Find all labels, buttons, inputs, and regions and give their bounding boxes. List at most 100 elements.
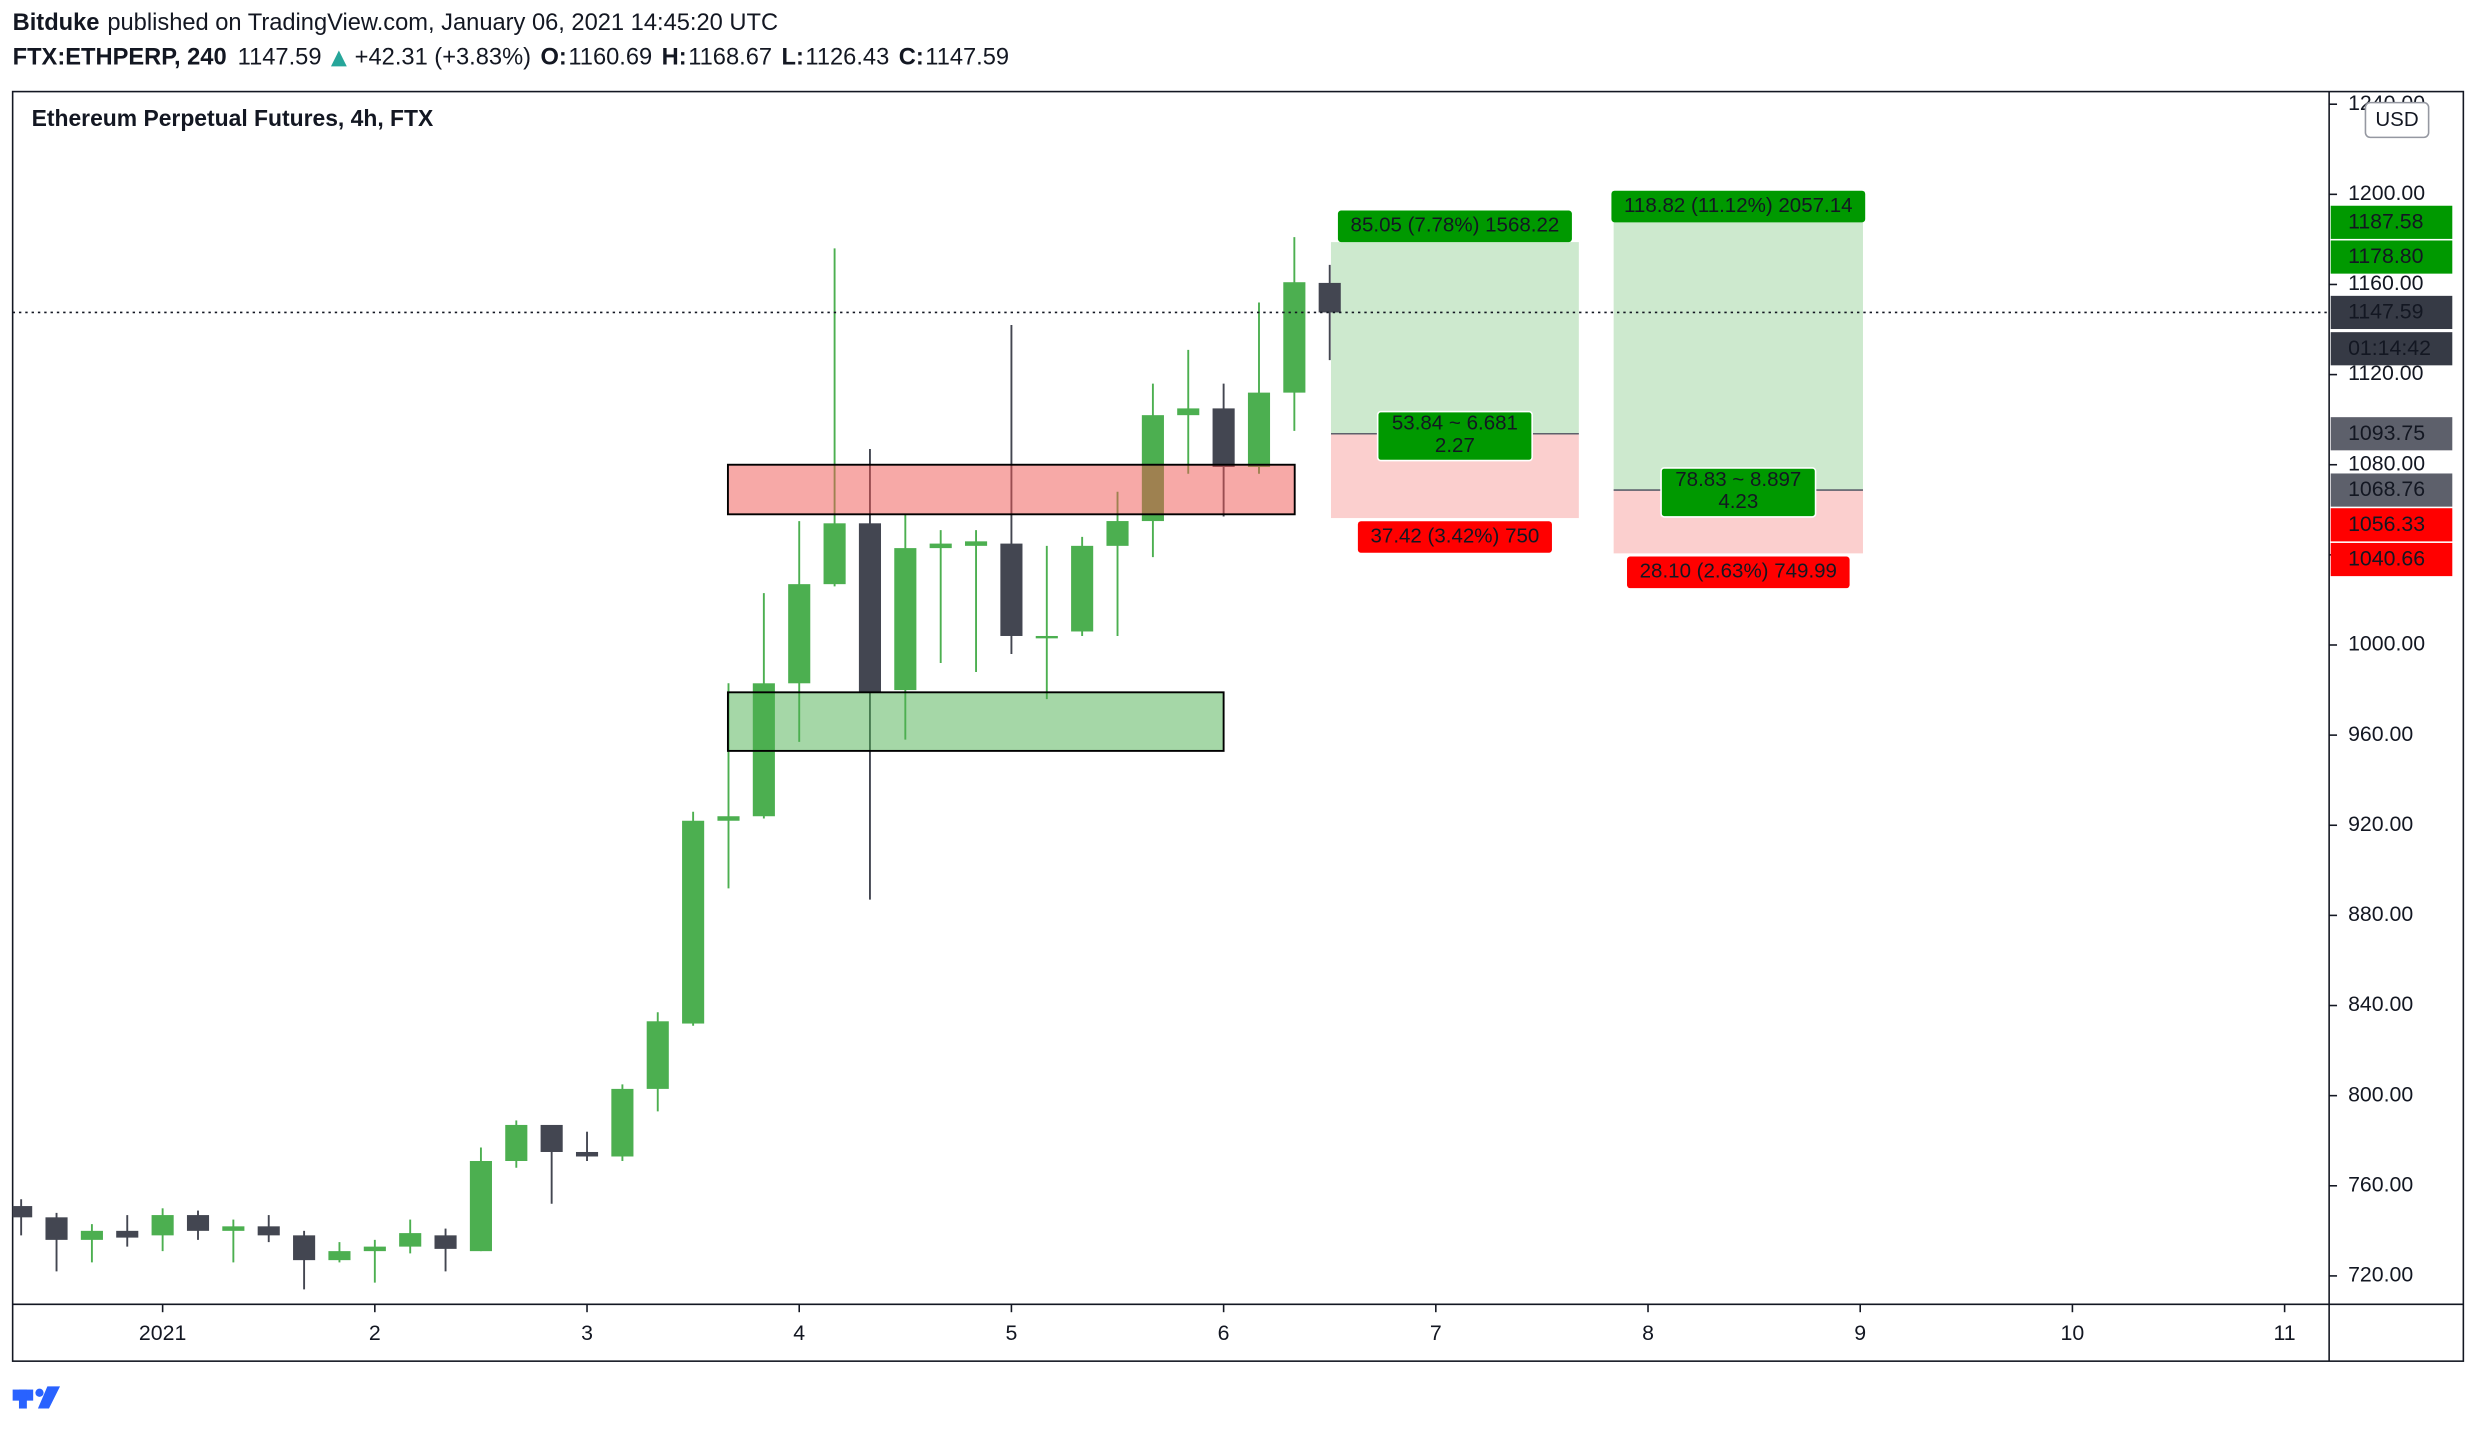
candle-body bbox=[399, 1233, 422, 1247]
header-text: published on TradingView.com, January 06… bbox=[107, 10, 778, 36]
x-tick-label: 6 bbox=[1218, 1321, 1230, 1345]
header-text: L: bbox=[782, 45, 804, 71]
candle-body bbox=[611, 1088, 634, 1157]
profit-zone bbox=[1613, 222, 1863, 491]
candle-body bbox=[12, 1206, 33, 1218]
candle-body bbox=[1000, 543, 1023, 636]
position-label-box bbox=[1627, 556, 1850, 589]
price-axis-label: 1093.75 bbox=[2348, 421, 2425, 445]
header-text: H: bbox=[662, 45, 687, 71]
header-text: FTX:ETHPERP, 240 bbox=[13, 45, 227, 71]
price-axis-label: 1040.66 bbox=[2348, 547, 2425, 571]
ratio-text: 78.83 ~ 8.897 bbox=[1675, 468, 1801, 491]
candle-body bbox=[823, 523, 846, 585]
candle-body bbox=[186, 1215, 210, 1231]
price-axis-label-box bbox=[2330, 240, 2453, 274]
price-axis-label-box bbox=[2330, 473, 2453, 507]
header-text: 1126.43 bbox=[805, 45, 889, 71]
candle-body bbox=[363, 1246, 386, 1252]
header-text: 1147.59 bbox=[238, 45, 322, 71]
candle-body bbox=[293, 1235, 316, 1261]
candle-body bbox=[894, 548, 917, 691]
y-tick-label: 960.00 bbox=[2348, 722, 2413, 746]
ratio-box bbox=[1660, 467, 1817, 518]
price-axis-label-box bbox=[2330, 205, 2453, 239]
currency-label: USD bbox=[2375, 108, 2418, 131]
x-tick-label: 8 bbox=[1642, 1321, 1654, 1345]
candle-body bbox=[646, 1021, 669, 1089]
y-tick-label: 1080.00 bbox=[2348, 451, 2425, 475]
price-axis-label: 1187.58 bbox=[2348, 209, 2423, 233]
zone bbox=[726, 691, 1225, 752]
chart-frame bbox=[11, 90, 2465, 1362]
ratio-text: 53.84 ~ 6.681 bbox=[1392, 412, 1518, 435]
candle-body bbox=[540, 1124, 563, 1152]
y-tick-label: 760.00 bbox=[2348, 1172, 2413, 1196]
header-text: Bitduke bbox=[13, 10, 100, 36]
header-text: O: bbox=[541, 45, 567, 71]
candle-body bbox=[328, 1251, 351, 1261]
y-tick-label: 800.00 bbox=[2348, 1082, 2413, 1106]
candle-body bbox=[1177, 408, 1200, 416]
y-tick-label: 720.00 bbox=[2348, 1263, 2413, 1287]
price-axis-label: 1056.33 bbox=[2348, 512, 2425, 536]
header-text: 1147.59 bbox=[925, 45, 1009, 71]
ratio-text: 2.27 bbox=[1435, 434, 1475, 457]
position-label-box bbox=[1357, 521, 1552, 553]
price-axis-label: 1147.59 bbox=[2348, 300, 2423, 324]
candle-body bbox=[1212, 408, 1235, 467]
candle-body bbox=[434, 1235, 457, 1249]
price-axis-label-box bbox=[2330, 417, 2453, 451]
candle-body bbox=[1247, 392, 1271, 467]
ratio-text: 4.23 bbox=[1718, 490, 1758, 513]
candle-body bbox=[505, 1124, 528, 1161]
header-text: C: bbox=[899, 45, 924, 71]
currency-box bbox=[2364, 101, 2430, 139]
logo-part bbox=[35, 1388, 44, 1397]
x-tick-label: 11 bbox=[2274, 1321, 2296, 1345]
x-tick-label: 9 bbox=[1854, 1321, 1866, 1345]
candle-body bbox=[469, 1160, 492, 1252]
position-label-text: 118.82 (11.12%) 2057.14 bbox=[1624, 194, 1853, 217]
price-axis-label: 1178.80 bbox=[2348, 244, 2424, 268]
countdown-box bbox=[2330, 332, 2453, 366]
candle-body bbox=[1071, 545, 1094, 632]
tradingview-logo bbox=[12, 1386, 61, 1409]
y-tick-label: 1000.00 bbox=[2348, 632, 2425, 656]
price-axis-label: 1068.76 bbox=[2348, 477, 2425, 501]
candle-body bbox=[858, 523, 882, 693]
candle-body bbox=[222, 1226, 245, 1231]
y-tick-label: 920.00 bbox=[2348, 812, 2413, 836]
header-text: +42.31 (+3.83%) bbox=[355, 45, 531, 71]
candle-body bbox=[257, 1226, 280, 1236]
chart-title: Ethereum Perpetual Futures, 4h, FTX bbox=[32, 105, 434, 131]
x-tick-label: 10 bbox=[2061, 1321, 2085, 1345]
countdown-label: 01:14:42 bbox=[2348, 336, 2431, 360]
position-label-text: 37.42 (3.42%) 750 bbox=[1371, 524, 1540, 547]
candle-body bbox=[717, 816, 740, 821]
position-label-box bbox=[1611, 190, 1866, 223]
candle-body bbox=[682, 820, 705, 1024]
y-tick-label: 880.00 bbox=[2348, 902, 2413, 926]
position-label-text: 28.10 (2.63%) 749.99 bbox=[1640, 560, 1837, 583]
position-label-text: 85.05 (7.78%) 1568.22 bbox=[1351, 214, 1560, 237]
candle-body bbox=[575, 1151, 599, 1157]
price-axis-label-box bbox=[2330, 508, 2453, 542]
candle-body bbox=[45, 1217, 68, 1240]
candle-body bbox=[80, 1230, 103, 1240]
zone bbox=[726, 463, 1296, 516]
logo-part bbox=[37, 1386, 61, 1409]
header-text: 1168.67 bbox=[688, 45, 772, 71]
plot bbox=[12, 222, 1863, 1290]
candle-body bbox=[1318, 282, 1341, 313]
x-tick-label: 3 bbox=[581, 1321, 593, 1345]
candle-body bbox=[1035, 635, 1058, 639]
y-tick-label: 840.00 bbox=[2348, 992, 2413, 1016]
x-tick-label: 2 bbox=[369, 1321, 381, 1345]
y-tick-label: 1160.00 bbox=[2348, 271, 2424, 295]
